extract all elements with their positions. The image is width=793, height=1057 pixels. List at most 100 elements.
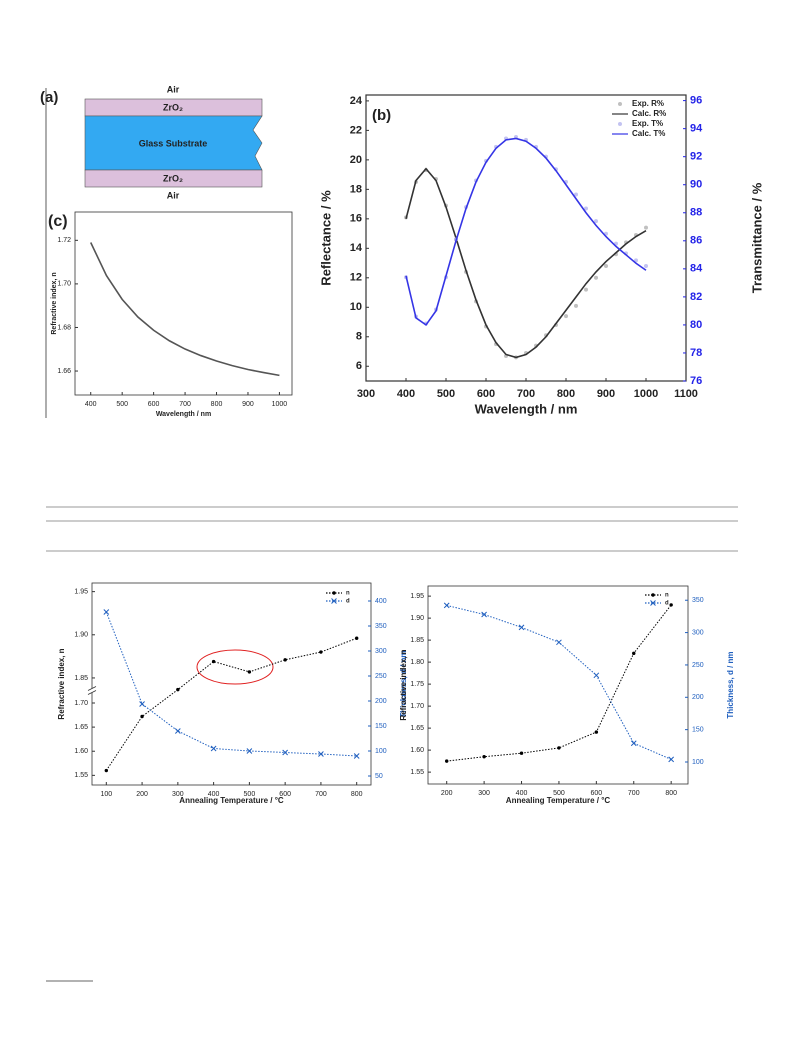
x-tick-label: 500 (553, 790, 565, 797)
y2-tick-label: 100 (375, 748, 387, 755)
marker (481, 611, 487, 618)
plot-frame (427, 585, 689, 785)
y-tick-label: 1.90 (74, 632, 88, 639)
series-line (446, 604, 672, 762)
marker (354, 636, 359, 640)
y2-tick-label: 84 (690, 263, 703, 275)
marker (618, 122, 622, 126)
marker (650, 600, 656, 606)
x-axis-label: Annealing Temperature / °C (179, 796, 284, 805)
y-axis-label: Refractive index, n (399, 649, 408, 720)
marker (584, 287, 588, 292)
marker (668, 756, 675, 763)
marker (139, 701, 145, 707)
y2-tick-label: 50 (375, 773, 383, 780)
legend-label: Exp. T% (632, 119, 663, 128)
axis-break-gap (88, 688, 96, 693)
marker (564, 314, 568, 319)
marker (211, 659, 216, 664)
marker (353, 753, 360, 759)
x-axis-label: Wavelength / nm (156, 411, 211, 418)
y-tick-label: 16 (350, 213, 362, 225)
marker (331, 598, 337, 604)
y-tick-label: 1.55 (74, 772, 88, 779)
marker (644, 225, 648, 230)
x-tick-label: 700 (315, 791, 327, 798)
y-tick-label: 1.80 (410, 659, 424, 666)
y2-tick-label: 78 (690, 347, 702, 359)
y-tick-label: 1.90 (410, 615, 424, 622)
y2-axis-label: Transmittance / % (749, 182, 764, 293)
x-tick-label: 800 (557, 388, 575, 400)
marker (594, 730, 599, 734)
y2-tick-label: 86 (690, 235, 702, 247)
marker (176, 687, 180, 692)
x-axis-label: Annealing Temperature / °C (506, 796, 611, 805)
x-tick-label: 700 (517, 388, 535, 400)
x-tick-label: 300 (357, 388, 375, 400)
marker (443, 602, 450, 609)
legend-label: Calc. R% (632, 109, 666, 118)
plot-frame (74, 211, 293, 396)
y-tick-label: 18 (350, 183, 362, 195)
y2-tick-label: 250 (375, 673, 387, 680)
marker (482, 755, 486, 759)
y-tick-label: 1.70 (57, 281, 71, 288)
marker (283, 658, 287, 662)
y-tick-label: 22 (350, 124, 362, 136)
y-tick-label: 1.65 (74, 724, 88, 731)
y-tick-label: 10 (350, 301, 362, 313)
x-axis-label: Wavelength / nm (475, 401, 578, 416)
panel-label: (b) (372, 107, 391, 124)
y-tick-label: 6 (356, 360, 362, 372)
layer-label: ZrO₂ (163, 102, 183, 112)
y-tick-label: 20 (350, 154, 362, 166)
x-tick-label: 900 (242, 401, 254, 408)
marker (246, 748, 253, 754)
legend-label: d (346, 599, 350, 605)
x-tick-label: 400 (397, 388, 415, 400)
axis-break (87, 686, 97, 695)
y2-tick-label: 94 (690, 123, 703, 135)
marker (557, 746, 561, 750)
marker (669, 603, 673, 607)
marker (318, 751, 324, 757)
y2-tick-label: 200 (692, 694, 704, 701)
y2-tick-label: 300 (375, 648, 387, 655)
marker (518, 624, 525, 631)
y-tick-label: 1.72 (57, 237, 71, 244)
y2-tick-label: 150 (375, 723, 387, 730)
x-tick-label: 1000 (272, 401, 288, 408)
marker (651, 593, 655, 597)
y-tick-label: 14 (350, 242, 363, 254)
x-tick-label: 500 (244, 791, 256, 798)
y-tick-label: 1.55 (410, 769, 424, 776)
x-tick-label: 100 (100, 791, 112, 798)
marker (574, 303, 578, 308)
series-line (446, 604, 672, 760)
marker (519, 751, 524, 755)
panel-label: (c) (48, 213, 68, 230)
x-tick-label: 700 (179, 401, 191, 408)
y-tick-label: 1.60 (74, 748, 88, 755)
series-line (405, 167, 647, 359)
y2-tick-label: 250 (692, 662, 704, 669)
y-tick-label: 12 (350, 272, 362, 284)
marker (644, 264, 648, 269)
y-tick-label: 1.70 (74, 700, 88, 707)
y2-tick-label: 92 (690, 151, 702, 163)
x-tick-label: 900 (597, 388, 615, 400)
y2-tick-label: 200 (375, 698, 387, 705)
y2-axis-label: Thickness, d / nm (726, 651, 735, 718)
x-tick-label: 600 (591, 790, 603, 797)
marker (103, 609, 110, 615)
x-tick-label: 800 (211, 401, 223, 408)
x-tick-label: 400 (208, 791, 220, 798)
marker (247, 670, 252, 674)
series-line (90, 242, 280, 377)
layer-label: ZrO₂ (163, 173, 183, 183)
y2-axis-label: Thickness, d / nm (399, 650, 408, 717)
series-line (105, 637, 357, 771)
x-tick-label: 400 (516, 790, 528, 797)
